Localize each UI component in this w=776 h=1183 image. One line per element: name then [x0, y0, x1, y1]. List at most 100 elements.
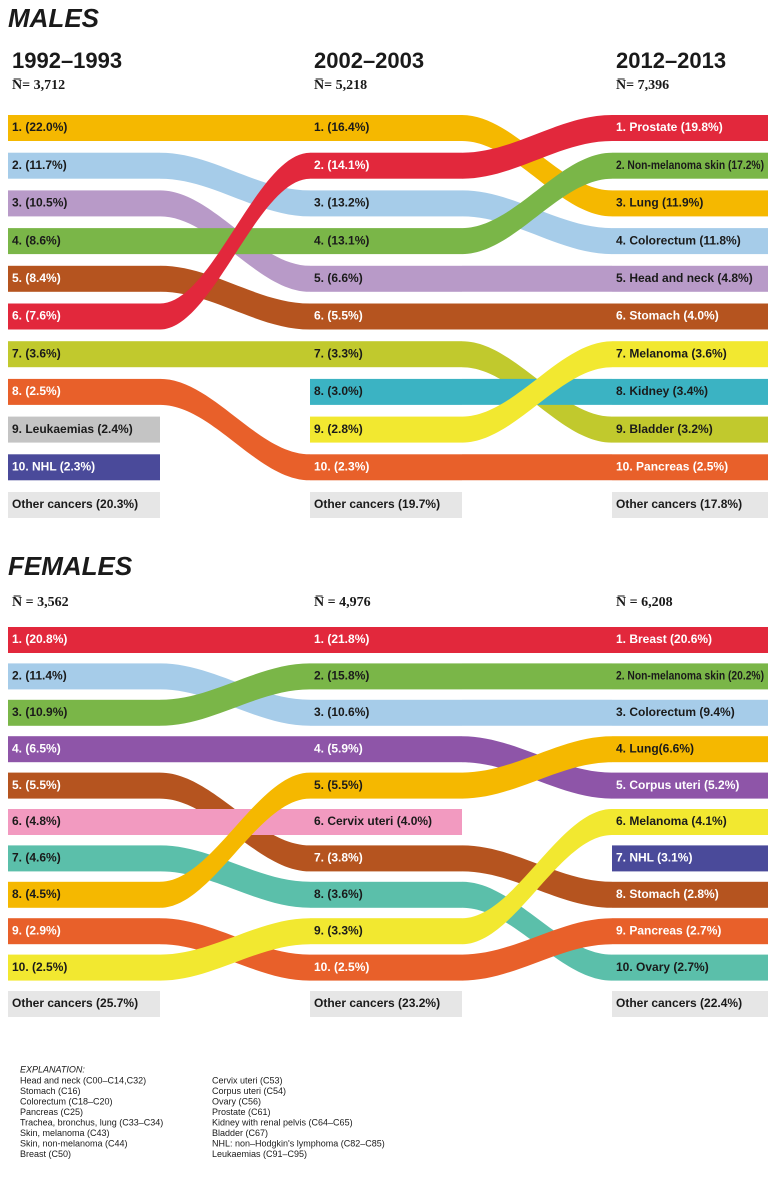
rank-label: 7. (3.8%): [314, 851, 363, 865]
rank-box: [8, 152, 160, 179]
sample-size: N̅= 7,396: [616, 77, 669, 93]
explanation-title: EXPLANATION:: [20, 1064, 85, 1074]
rank-label: 9. Leukaemias (2.4%): [12, 422, 133, 436]
other-label: Other cancers (19.7%): [314, 497, 440, 511]
period-year: 1992–1993: [12, 48, 122, 73]
other-label: Other cancers (22.4%): [616, 996, 742, 1010]
rank-label: 4. (8.6%): [12, 233, 61, 247]
ribbon: [160, 627, 310, 653]
rank-box: [612, 115, 768, 141]
rank-box: [8, 772, 160, 799]
sample-size: N̅= 5,218: [314, 77, 367, 93]
rank-label: 8. Stomach (2.8%): [616, 887, 719, 901]
rank-label: 4. (5.9%): [314, 741, 363, 755]
rank-box: [310, 152, 462, 179]
rank-box: [612, 378, 768, 405]
period-year: 2002–2003: [314, 48, 424, 73]
rank-box: [310, 378, 462, 405]
rank-label: 6. (7.6%): [12, 309, 61, 323]
rank-box: [8, 627, 160, 653]
ribbon: [462, 736, 612, 799]
explanation-item: Stomach (C16): [20, 1086, 81, 1096]
rank-box: [310, 265, 462, 292]
rank-box: [310, 663, 462, 690]
rank-box: [310, 341, 462, 368]
rank-label: 4. Colorectum (11.8%): [616, 233, 741, 247]
sample-size: N̅ = 6,208: [616, 594, 673, 610]
rank-label: 7. (3.6%): [12, 346, 61, 360]
rank-box: [310, 115, 462, 141]
rank-box: [8, 228, 160, 255]
rank-label: 9. (2.9%): [12, 923, 61, 937]
rank-box: [612, 881, 768, 908]
other-label: Other cancers (17.8%): [616, 497, 742, 511]
rank-label: 2. Non-melanoma skin (17.2%): [616, 158, 764, 172]
ribbons: [160, 115, 612, 481]
rank-label: 6. (4.8%): [12, 814, 61, 828]
panel-title: MALES: [8, 3, 100, 33]
rank-label: 1. (20.8%): [12, 632, 67, 646]
explanation-item: Prostate (C61): [212, 1107, 271, 1117]
sample-size: N̅ = 4,976: [314, 594, 371, 610]
rank-label: 8. (3.0%): [314, 384, 363, 398]
rank-box: [8, 736, 160, 763]
rank-label: 7. (4.6%): [12, 851, 61, 865]
rank-label: 8. (3.6%): [314, 887, 363, 901]
rank-box: [612, 454, 768, 481]
explanation-item: Corpus uteri (C54): [212, 1086, 286, 1096]
rank-label: 5. Head and neck (4.8%): [616, 271, 753, 285]
rank-label: 2. (14.1%): [314, 158, 369, 172]
rank-label: 8. (4.5%): [12, 887, 61, 901]
rank-box: [8, 303, 160, 330]
ribbon: [160, 152, 310, 330]
rank-label: 8. (2.5%): [12, 384, 61, 398]
rank-box: [8, 115, 160, 141]
rank-label: 2. (11.7%): [12, 158, 67, 172]
explanation-item: Colorectum (C18–C20): [20, 1096, 113, 1106]
ribbon: [160, 809, 310, 835]
ribbon: [160, 378, 310, 481]
rank-box: [310, 881, 462, 908]
explanation-item: Skin, non-melanoma (C44): [20, 1138, 128, 1148]
rank-label: 5. (5.5%): [12, 778, 61, 792]
rank-box: [8, 699, 160, 726]
rank-label: 10. Ovary (2.7%): [616, 960, 709, 974]
rank-label: 3. Colorectum (9.4%): [616, 705, 735, 719]
rank-label: 3. (10.6%): [314, 705, 369, 719]
rank-box: [612, 228, 768, 255]
rank-box: [310, 954, 462, 981]
rank-box: [612, 190, 768, 217]
ribbon: [160, 736, 310, 763]
rank-label: 3. (10.5%): [12, 196, 67, 210]
other-box: [310, 991, 462, 1017]
ribbon: [160, 115, 310, 141]
rank-label: 10. Pancreas (2.5%): [616, 459, 728, 473]
rank-box: [8, 845, 160, 872]
rank-label: 7. Melanoma (3.6%): [616, 346, 727, 360]
explanation-item: Bladder (C67): [212, 1128, 268, 1138]
rank-label: 2. (15.8%): [314, 669, 369, 683]
ribbon: [160, 663, 310, 726]
panel-title: FEMALES: [8, 551, 133, 581]
rank-box: [8, 265, 160, 292]
rank-label: 10. (2.3%): [314, 459, 369, 473]
rank-box: [612, 303, 768, 330]
rank-box: [612, 627, 768, 653]
rank-box: [310, 772, 462, 799]
explanation-item: Ovary (C56): [212, 1096, 261, 1106]
rank-box: [310, 809, 462, 835]
rank-box: [612, 699, 768, 726]
ribbon: [462, 115, 612, 179]
rank-box: [8, 881, 160, 908]
rank-box: [612, 265, 768, 292]
explanation-item: Pancreas (C25): [20, 1107, 83, 1117]
rank-label: 9. Pancreas (2.7%): [616, 923, 721, 937]
rank-label: 6. Stomach (4.0%): [616, 309, 719, 323]
rank-label: 1. Breast (20.6%): [616, 632, 712, 646]
ribbon: [462, 303, 612, 330]
rank-box: [8, 190, 160, 217]
ribbon: [462, 152, 612, 255]
rank-box: [612, 416, 768, 443]
rank-label: 1. (21.8%): [314, 632, 369, 646]
